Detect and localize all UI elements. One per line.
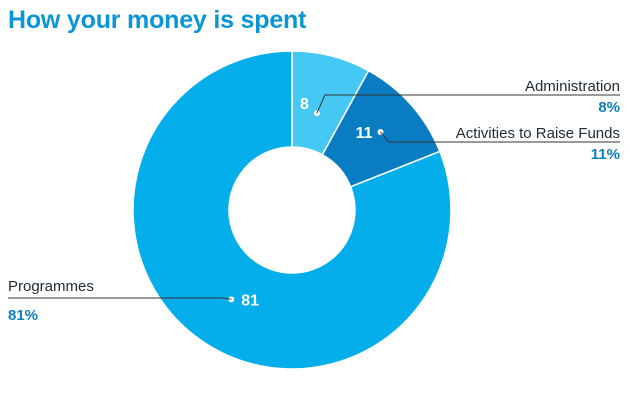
donut-slices — [132, 50, 452, 370]
percent-label-administration: 8% — [598, 99, 620, 116]
value-label-administration: 8 — [300, 96, 309, 113]
value-label-programmes: 81 — [241, 292, 259, 309]
value-label-activities-to-raise-funds: 11 — [356, 125, 373, 142]
category-label-activities-to-raise-funds: Activities to Raise Funds — [456, 125, 620, 142]
slice-programmes — [132, 50, 452, 370]
leader-lines — [8, 94, 620, 303]
leader-line-activities-to-raise-funds — [380, 131, 620, 143]
leader-line-administration — [316, 94, 620, 114]
leader-line-programmes — [8, 297, 232, 300]
category-label-programmes: Programmes — [8, 278, 94, 295]
chart-title: How your money is spent — [8, 6, 307, 34]
chart-labels: 8 Administration 8% 11 Activities to Raise F… — [8, 78, 620, 324]
category-label-administration: Administration — [525, 78, 620, 95]
percent-label-programmes: 81% — [8, 307, 38, 324]
percent-label-activities-to-raise-funds: 11% — [591, 146, 620, 163]
